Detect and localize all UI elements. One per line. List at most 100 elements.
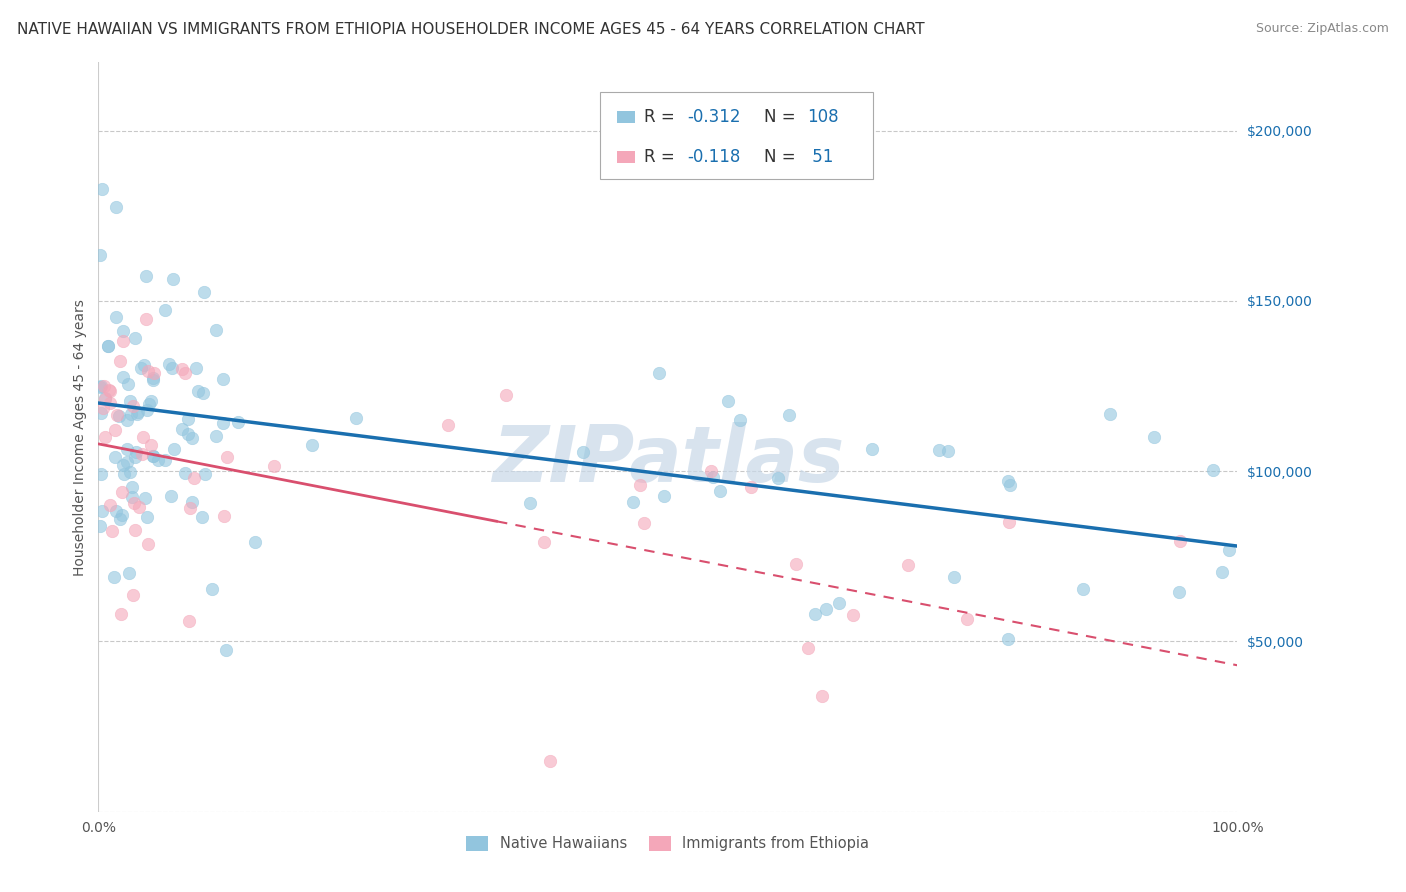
Point [177,426,200,441]
Point [709,483,731,498]
Point [766,471,789,485]
Text: R =: R = [644,148,681,166]
Point [91,182,114,196]
Point [212,416,235,430]
Point [215,643,238,657]
Point [796,641,818,656]
Point [204,323,226,337]
Text: ZIPatlas: ZIPatlas [492,422,844,498]
Point [215,450,238,464]
Text: -0.118: -0.118 [688,148,741,166]
Point [136,510,159,524]
Point [1211,565,1233,579]
Point [104,423,127,437]
Point [141,393,163,408]
Point [112,324,135,338]
Point [633,516,655,530]
Point [115,442,138,456]
Legend: Native Hawaiians, Immigrants from Ethiopia: Native Hawaiians, Immigrants from Ethiop… [460,830,876,857]
Point [180,431,202,445]
Point [111,485,134,500]
Point [702,470,724,484]
Point [117,455,139,469]
Point [162,272,184,286]
Point [804,607,827,621]
Point [153,303,176,318]
Point [190,510,212,524]
FancyBboxPatch shape [617,151,636,163]
Text: -0.312: -0.312 [688,108,741,126]
Point [181,494,204,508]
Point [1168,533,1191,548]
Point [1098,408,1121,422]
Point [519,496,541,510]
Point [179,500,201,515]
Point [205,429,228,443]
Point [90,406,112,420]
Text: 51: 51 [807,148,834,166]
Point [173,466,195,480]
Point [148,452,170,467]
Text: N =: N = [763,108,800,126]
Point [648,366,671,380]
Point [201,582,224,596]
Point [860,442,883,456]
Point [142,366,165,380]
Point [89,519,111,533]
Point [124,331,146,345]
Point [212,372,235,386]
Point [263,458,285,473]
Point [942,570,965,584]
Point [194,467,217,481]
Point [97,339,120,353]
Point [132,358,155,372]
Point [436,418,458,433]
Point [110,607,132,621]
Point [998,478,1021,492]
Point [153,452,176,467]
Point [997,474,1019,488]
Text: NATIVE HAWAIIAN VS IMMIGRANTS FROM ETHIOPIA HOUSEHOLDER INCOME AGES 45 - 64 YEAR: NATIVE HAWAIIAN VS IMMIGRANTS FROM ETHIO… [17,22,925,37]
Text: 108: 108 [807,108,838,126]
Point [136,364,159,378]
Point [122,589,145,603]
Point [103,570,125,584]
Point [118,394,141,409]
Point [141,373,163,387]
Point [117,376,139,391]
Point [90,467,112,482]
Point [97,339,120,353]
Point [1168,584,1191,599]
Point [120,408,142,422]
Point [129,360,152,375]
Point [187,384,209,399]
Point [815,602,838,616]
Point [785,557,807,571]
Text: N =: N = [763,148,800,166]
Point [184,361,207,376]
Point [142,449,165,463]
Point [124,523,146,537]
Point [226,415,249,429]
FancyBboxPatch shape [599,93,873,178]
Point [177,614,200,628]
Point [571,445,593,459]
Point [174,366,197,380]
Point [100,384,122,398]
Point [170,362,193,376]
Point [495,387,517,401]
Point [928,442,950,457]
Point [134,491,156,505]
Point [142,449,165,463]
Point [107,409,129,423]
Point [811,689,834,703]
Point [956,612,979,626]
Point [94,391,117,405]
Point [117,566,139,580]
Point [127,405,149,419]
Point [842,608,865,623]
Point [936,443,959,458]
Point [121,480,143,494]
Point [111,458,134,472]
Point [1202,463,1225,477]
